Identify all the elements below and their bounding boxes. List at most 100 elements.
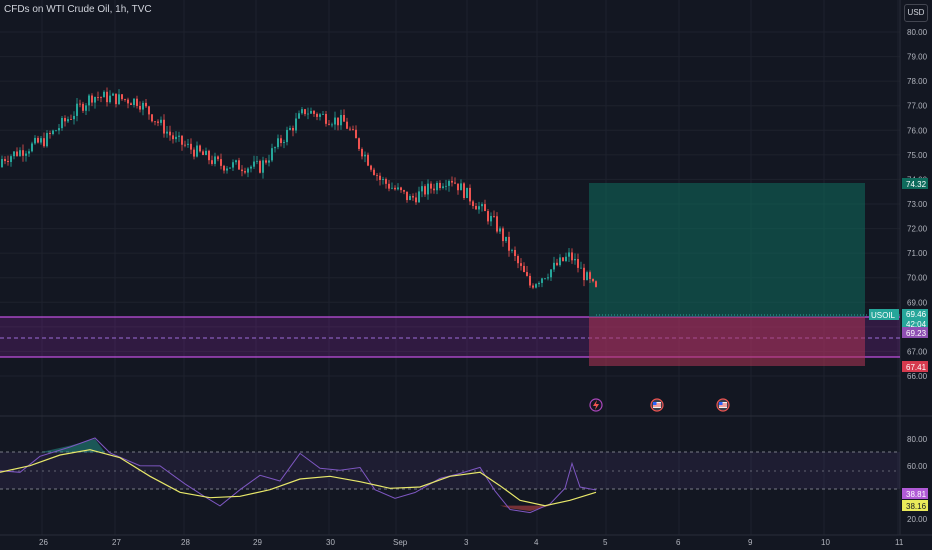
price-tick-label: 66.00 [907,372,928,381]
signal-value-tag: 38.16 [902,500,928,511]
candle [133,98,135,108]
candle [124,98,126,102]
candle [250,165,252,173]
candle [580,261,582,269]
candle [361,147,363,160]
candle [85,102,87,115]
target-price-label: 74.32 [906,180,927,189]
price-tick-label: 67.00 [907,347,928,356]
zone-level-label: 69.23 [906,329,927,338]
stop-price-tag: 67.41 [902,361,928,372]
candle [406,191,408,203]
candle [79,99,81,108]
candle [577,253,579,273]
rsi-band [0,452,900,489]
candle [583,263,585,287]
candle [13,151,15,160]
candle [493,210,495,218]
price-tick-label: 79.00 [907,53,928,62]
candle [199,144,201,153]
candle [427,179,429,200]
candle [280,134,282,147]
candle [88,93,90,112]
candle [337,117,339,131]
candle [397,183,399,191]
price-tick-label: 69.00 [907,298,928,307]
candle [10,154,12,167]
candle [343,109,345,122]
last-price-tag: 69.46 42:04 [902,309,928,330]
candle [118,89,120,105]
candle [292,125,294,137]
price-tick-label: 72.00 [907,225,928,234]
time-axis[interactable]: 26 27 28 29 30 Sep 3 4 5 6 9 10 11 [39,538,904,547]
candle [592,278,594,283]
candle [340,109,342,130]
candle [466,187,468,199]
candle [145,98,147,109]
price-tick-label: 78.00 [907,77,928,86]
candle [436,180,438,195]
candle [589,270,591,284]
candle [418,186,420,203]
candle [298,110,300,120]
time-tick-label: 5 [603,538,608,547]
candle [289,125,291,131]
candle [115,93,117,108]
candle [415,192,417,205]
candle [319,112,321,121]
time-tick-label: 30 [326,538,335,547]
us-flag-icon[interactable] [650,398,664,412]
symbol-tag: USOIL [869,309,899,320]
us-flag-icon[interactable] [716,398,730,412]
signal-value-label: 38.16 [906,502,927,511]
candle [70,114,72,121]
candle [442,183,444,190]
time-tick-label: 9 [748,538,753,547]
candle [142,100,144,116]
candle [205,147,207,156]
lightning-icon[interactable] [589,398,603,412]
position-stop-zone[interactable] [589,317,865,366]
candle [184,140,186,148]
rsi-tick-label: 80.00 [907,435,928,444]
candle [454,177,456,185]
rsi-signal-line[interactable] [0,449,597,507]
candle [271,143,273,163]
candle [562,257,564,262]
candle [220,153,222,170]
candle [160,116,162,126]
candle [532,283,534,290]
price-tick-label: 76.00 [907,126,928,135]
price-tick-label: 75.00 [907,151,928,160]
time-tick-label: 6 [676,538,681,547]
candle [121,93,123,101]
candle [424,184,426,197]
rsi-line[interactable] [0,437,597,514]
candle [478,201,480,214]
candle [229,167,231,169]
candle [373,167,375,176]
candle [574,253,576,265]
chart-title[interactable]: CFDs on WTI Crude Oil, 1h, TVC [4,4,152,15]
candle [364,151,366,163]
position-target-zone[interactable] [589,183,865,317]
currency-button[interactable]: USD [904,4,928,22]
candle [106,87,108,107]
candle [46,130,48,148]
rsi-axis[interactable]: 80.00 60.00 20.00 [907,435,928,524]
candle [541,277,543,288]
candle [211,155,213,166]
rsi-tick-label: 60.00 [907,462,928,471]
candle [472,199,474,209]
candle [25,150,27,162]
candle [64,115,66,127]
candle [241,165,243,177]
candle [481,202,483,212]
candle [358,137,360,151]
candle [139,101,141,113]
candle [496,212,498,234]
rsi-tick-label: 20.00 [907,515,928,524]
candle [223,164,225,174]
